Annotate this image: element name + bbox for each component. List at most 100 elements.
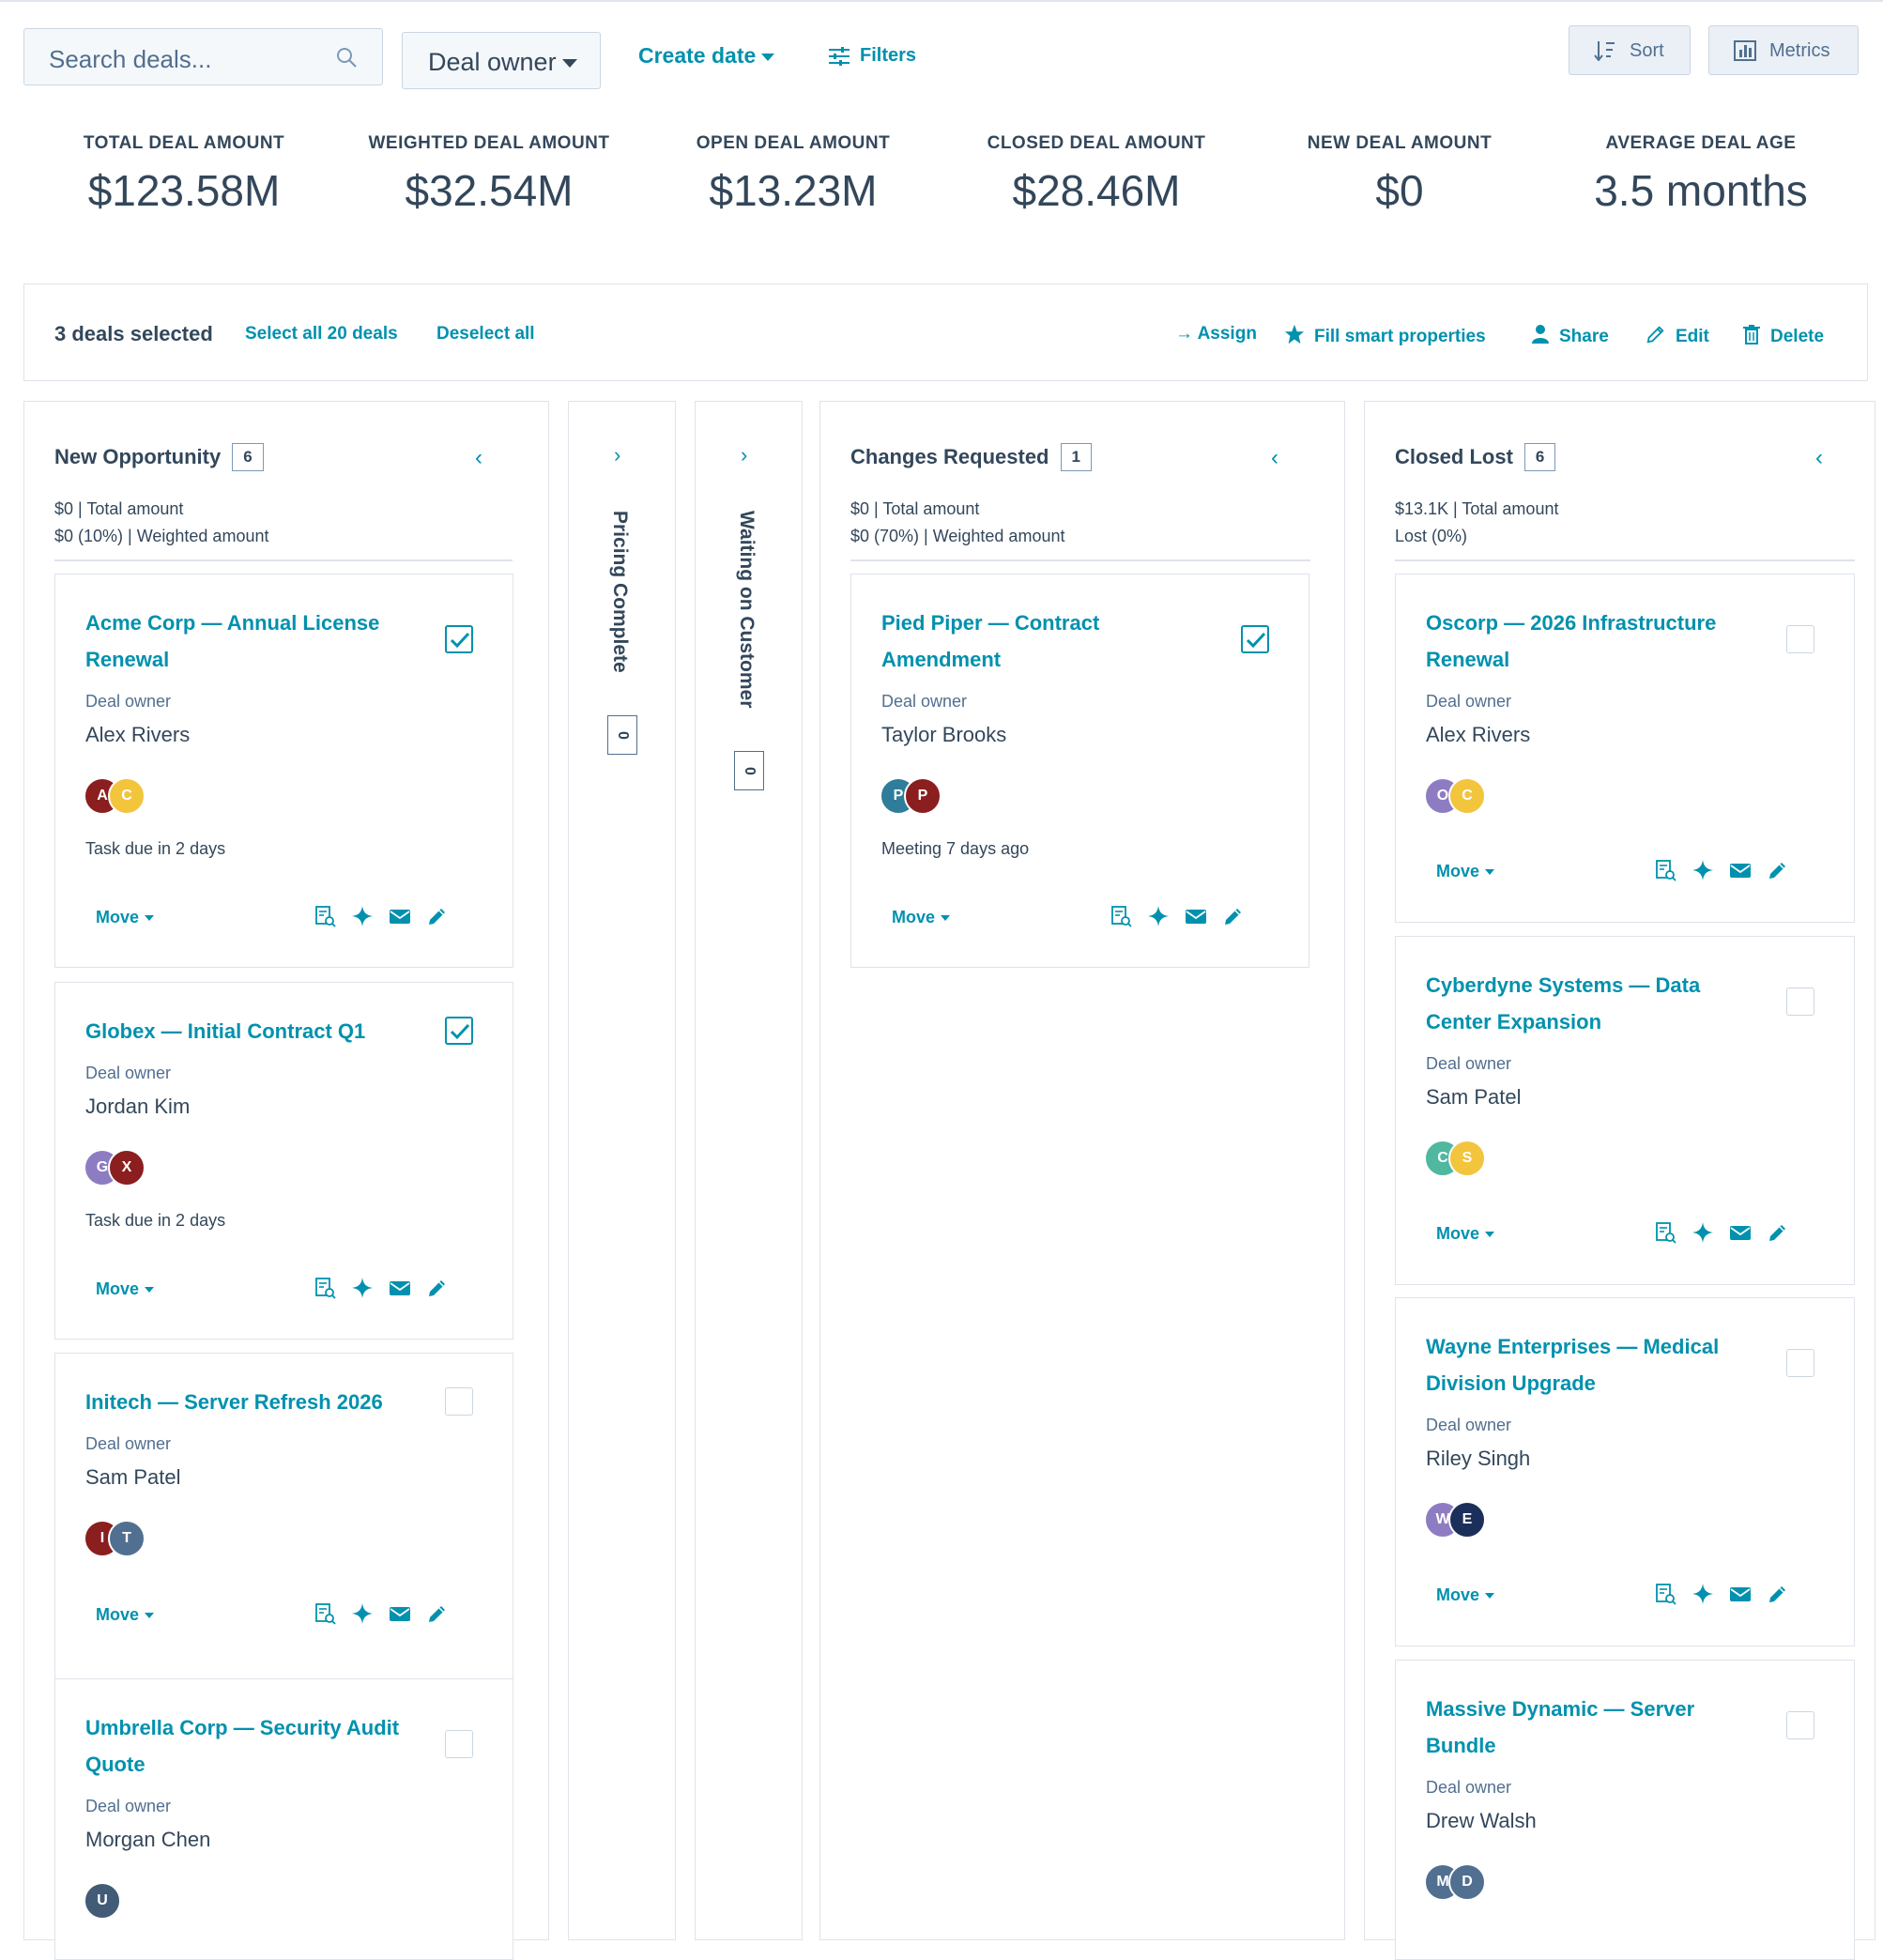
deal-title[interactable]: Cyberdyne Systems — Data Center Expansio… bbox=[1426, 973, 1701, 1034]
move-dropdown[interactable]: Move bbox=[1436, 1585, 1495, 1605]
move-dropdown[interactable]: Move bbox=[892, 908, 951, 927]
preview-icon[interactable] bbox=[1110, 905, 1132, 927]
preview-icon[interactable] bbox=[1654, 859, 1676, 881]
collapse-chevron-icon[interactable]: ‹ bbox=[1271, 445, 1278, 470]
preview-icon[interactable] bbox=[314, 905, 336, 927]
sparkle-icon[interactable] bbox=[1692, 1583, 1714, 1605]
deal-title[interactable]: Wayne Enterprises — Medical Division Upg… bbox=[1426, 1335, 1720, 1395]
deal-checkbox[interactable] bbox=[1786, 1711, 1814, 1739]
pencil-icon[interactable] bbox=[426, 1602, 449, 1625]
column-title: Closed Lost bbox=[1395, 445, 1513, 468]
move-dropdown[interactable]: Move bbox=[96, 1279, 155, 1299]
collapse-chevron-icon[interactable]: ‹ bbox=[475, 445, 482, 470]
avatar: C bbox=[1448, 777, 1486, 815]
sparkle-icon[interactable] bbox=[351, 1602, 374, 1625]
deal-checkbox[interactable] bbox=[1241, 625, 1269, 653]
pencil-icon[interactable] bbox=[1767, 1221, 1789, 1244]
filters-button[interactable]: Filters bbox=[828, 45, 916, 67]
move-dropdown[interactable]: Move bbox=[96, 1605, 155, 1625]
share-label: Share bbox=[1559, 327, 1609, 346]
star-icon bbox=[1284, 324, 1305, 345]
deal-title[interactable]: Acme Corp — Annual License Renewal bbox=[85, 611, 380, 671]
create-date-dropdown[interactable]: Create date bbox=[638, 43, 775, 69]
deal-checkbox[interactable] bbox=[1786, 1349, 1814, 1377]
deal-title[interactable]: Umbrella Corp — Security Audit Quote bbox=[85, 1716, 400, 1776]
deal-card[interactable]: Wayne Enterprises — Medical Division Upg… bbox=[1395, 1297, 1855, 1646]
deal-checkbox[interactable] bbox=[445, 1387, 473, 1416]
search-input[interactable]: Search deals... bbox=[23, 28, 383, 85]
column-header: New Opportunity 6 bbox=[54, 443, 264, 471]
preview-icon[interactable] bbox=[314, 1277, 336, 1299]
pencil-icon[interactable] bbox=[1222, 905, 1245, 927]
caret-down-icon bbox=[761, 53, 775, 61]
deal-title[interactable]: Initech — Server Refresh 2026 bbox=[85, 1390, 383, 1414]
column-count-badge: 6 bbox=[1523, 443, 1556, 471]
pencil-icon[interactable] bbox=[1767, 859, 1789, 881]
collapse-chevron-icon[interactable]: ‹ bbox=[1815, 445, 1823, 470]
deal-title[interactable]: Globex — Initial Contract Q1 bbox=[85, 1019, 366, 1043]
preview-icon[interactable] bbox=[1654, 1221, 1676, 1244]
avatar: D bbox=[1448, 1863, 1486, 1901]
email-icon[interactable] bbox=[1185, 905, 1207, 927]
expand-chevron-icon[interactable]: › bbox=[614, 443, 621, 467]
fill-smart-properties-button[interactable]: Fill smart properties bbox=[1284, 324, 1486, 347]
metrics-button[interactable]: Metrics bbox=[1708, 25, 1859, 75]
deal-card[interactable]: Globex — Initial Contract Q1 Deal owner … bbox=[54, 982, 513, 1340]
email-icon[interactable] bbox=[1729, 1221, 1752, 1244]
deal-card[interactable]: Oscorp — 2026 Infrastructure Renewal Dea… bbox=[1395, 574, 1855, 923]
metric-label: CLOSED DEAL AMOUNT bbox=[987, 133, 1206, 153]
deal-card[interactable]: Pied Piper — Contract Amendment Deal own… bbox=[850, 574, 1309, 968]
deal-card[interactable]: Acme Corp — Annual License Renewal Deal … bbox=[54, 574, 513, 968]
email-icon[interactable] bbox=[1729, 1583, 1752, 1605]
sparkle-icon[interactable] bbox=[1692, 859, 1714, 881]
share-button[interactable]: Share bbox=[1531, 324, 1609, 347]
email-icon[interactable] bbox=[389, 1602, 411, 1625]
column-waiting-on-customer[interactable]: › Waiting on Customer 0 bbox=[695, 401, 803, 1940]
sort-button[interactable]: Sort bbox=[1569, 25, 1691, 75]
sparkle-icon[interactable] bbox=[351, 1277, 374, 1299]
select-all-link[interactable]: Select all 20 deals bbox=[245, 324, 398, 344]
sparkle-icon[interactable] bbox=[351, 905, 374, 927]
expand-chevron-icon[interactable]: › bbox=[741, 443, 748, 467]
move-dropdown[interactable]: Move bbox=[96, 908, 155, 927]
deal-card[interactable]: Massive Dynamic — Server Bundle Deal own… bbox=[1395, 1660, 1855, 1960]
deal-checkbox[interactable] bbox=[445, 1017, 473, 1045]
caret-down-icon bbox=[1485, 869, 1495, 876]
avatar: P bbox=[904, 777, 942, 815]
delete-button[interactable]: Delete bbox=[1742, 324, 1824, 347]
deal-card[interactable]: Cyberdyne Systems — Data Center Expansio… bbox=[1395, 936, 1855, 1285]
bar-chart-icon bbox=[1734, 40, 1756, 61]
deal-owner-name: Taylor Brooks bbox=[881, 723, 1007, 746]
edit-button[interactable]: Edit bbox=[1646, 324, 1709, 347]
deal-title[interactable]: Pied Piper — Contract Amendment bbox=[881, 611, 1100, 671]
card-actions bbox=[1654, 859, 1804, 883]
email-icon[interactable] bbox=[1729, 859, 1752, 881]
deselect-all-link[interactable]: Deselect all bbox=[436, 324, 535, 344]
deal-owner-dropdown[interactable]: Deal owner bbox=[402, 32, 601, 89]
email-icon[interactable] bbox=[389, 1277, 411, 1299]
pencil-icon[interactable] bbox=[426, 1277, 449, 1299]
preview-icon[interactable] bbox=[1654, 1583, 1676, 1605]
deal-checkbox[interactable] bbox=[1786, 988, 1814, 1016]
sparkle-icon[interactable] bbox=[1692, 1221, 1714, 1244]
move-label: Move bbox=[1436, 862, 1480, 880]
deal-card[interactable]: Initech — Server Refresh 2026 Deal owner… bbox=[54, 1353, 513, 1679]
deal-card[interactable]: Umbrella Corp — Security Audit Quote Dea… bbox=[54, 1678, 513, 1960]
sparkle-icon[interactable] bbox=[1147, 905, 1170, 927]
deal-title[interactable]: Oscorp — 2026 Infrastructure Renewal bbox=[1426, 611, 1717, 671]
pencil-icon[interactable] bbox=[1767, 1583, 1789, 1605]
move-dropdown[interactable]: Move bbox=[1436, 1224, 1495, 1244]
deal-checkbox[interactable] bbox=[445, 1730, 473, 1758]
deal-checkbox[interactable] bbox=[1786, 625, 1814, 653]
email-icon[interactable] bbox=[389, 905, 411, 927]
preview-icon[interactable] bbox=[314, 1602, 336, 1625]
column-pricing-complete[interactable]: › Pricing Complete 0 bbox=[568, 401, 676, 1940]
move-dropdown[interactable]: Move bbox=[1436, 862, 1495, 881]
avatar: S bbox=[1448, 1140, 1486, 1177]
deal-title[interactable]: Massive Dynamic — Server Bundle bbox=[1426, 1697, 1695, 1757]
total-amount: $13.1K | Total amount bbox=[1395, 499, 1559, 518]
deal-checkbox[interactable] bbox=[445, 625, 473, 653]
assign-button[interactable]: → Assign bbox=[1175, 324, 1257, 344]
pencil-icon[interactable] bbox=[426, 905, 449, 927]
